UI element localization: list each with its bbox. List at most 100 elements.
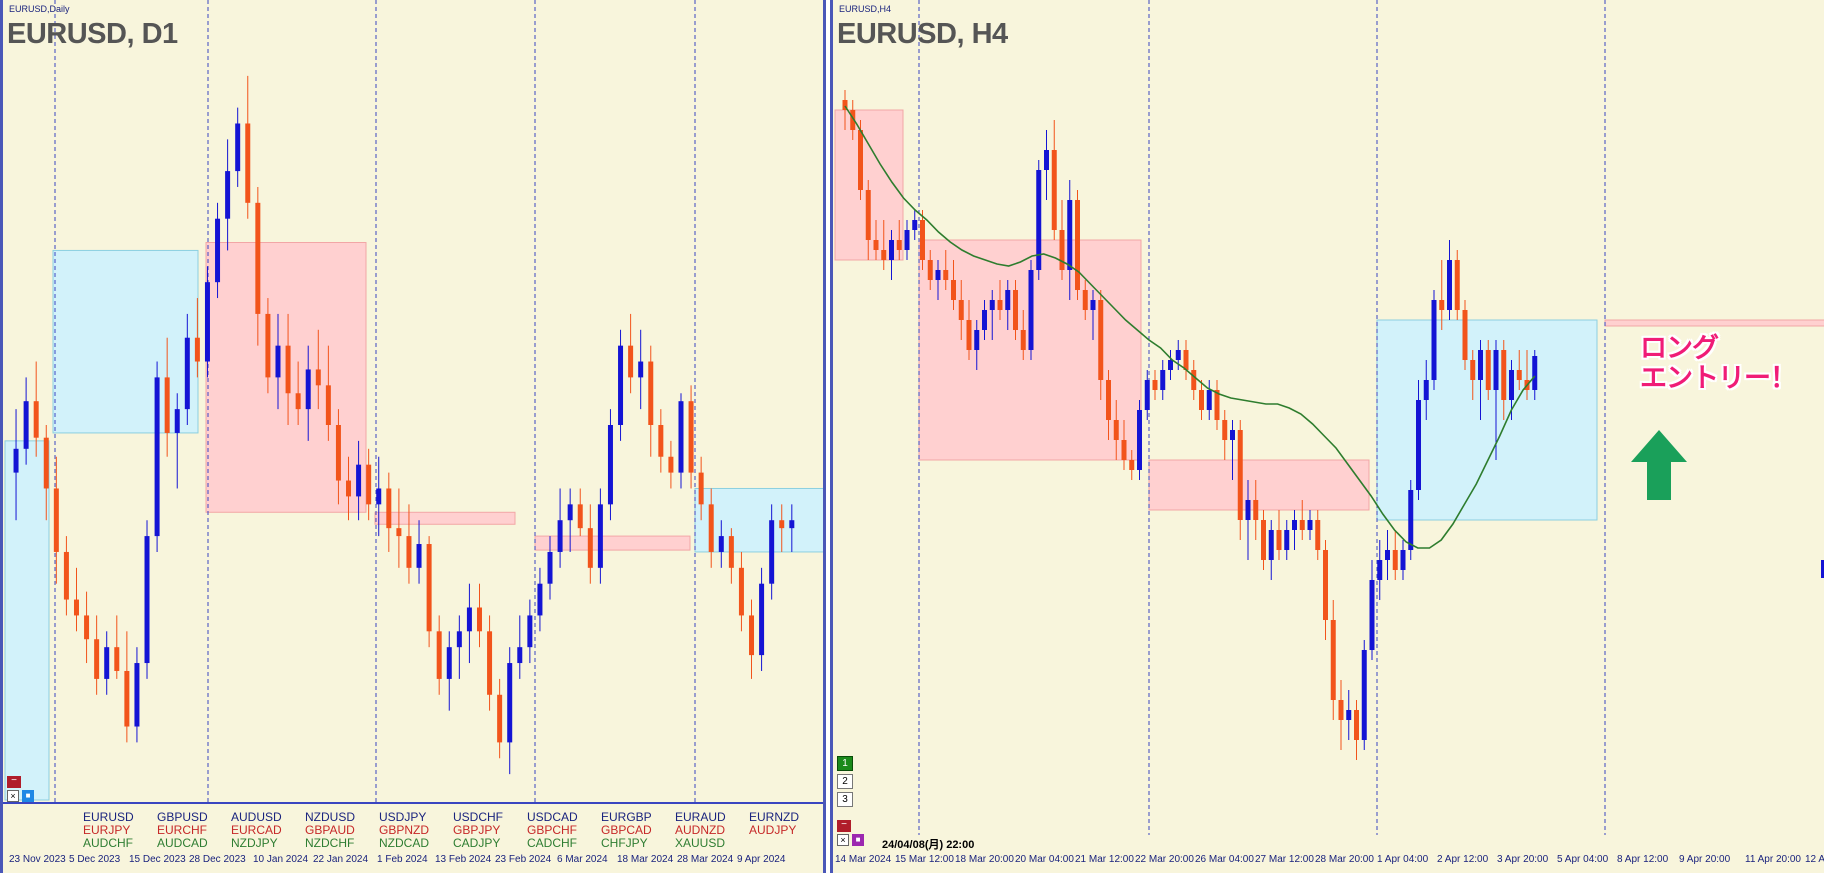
daily-candle xyxy=(507,647,513,775)
h4-candle xyxy=(1284,520,1290,560)
daily-candle xyxy=(33,361,39,457)
h4-candle-body xyxy=(1470,360,1476,380)
h4-candle-body xyxy=(1137,410,1142,470)
h4-candle-body xyxy=(1315,520,1321,550)
daily-candle xyxy=(416,520,422,584)
h4-x-label: 27 Mar 12:00 xyxy=(1255,854,1314,865)
daily-candle xyxy=(648,345,654,457)
daily-candle xyxy=(53,456,59,584)
close-icon[interactable]: × xyxy=(7,790,19,802)
daily-candle xyxy=(708,488,714,568)
h4-candle xyxy=(1354,700,1359,760)
daily-candle-body xyxy=(386,488,392,529)
h4-candle-body xyxy=(1090,300,1096,310)
daily-x-label: 9 Apr 2024 xyxy=(737,854,786,865)
daily-candle xyxy=(668,440,674,489)
h4-candle-body xyxy=(1206,390,1212,410)
close-icon[interactable]: × xyxy=(837,834,849,846)
h4-candle xyxy=(997,280,1003,320)
h4-candle xyxy=(1113,400,1119,460)
daily-candle-body xyxy=(517,647,523,664)
h4-candle xyxy=(865,180,871,260)
symbol-gbpaud: GBPAUD xyxy=(305,823,355,837)
h4-candle-body xyxy=(943,270,949,280)
daily-candle xyxy=(245,75,251,219)
daily-candle xyxy=(366,448,372,521)
h4-candle xyxy=(1439,260,1445,330)
daily-candle-body xyxy=(638,361,644,378)
long-entry-annotation: ロング エントリー！ xyxy=(1640,333,1797,393)
daily-candle-body xyxy=(84,615,90,640)
symbol-gbpcad: GBPCAD xyxy=(601,823,652,837)
daily-candle-body xyxy=(577,504,583,529)
pink-zone-4 xyxy=(1604,319,1824,327)
maximize-button[interactable]: ■ xyxy=(22,790,34,802)
daily-candle xyxy=(466,583,472,664)
daily-candle-body xyxy=(476,607,482,632)
daily-x-label: 10 Jan 2024 xyxy=(253,854,308,865)
symbol-eurnzd: EURNZD xyxy=(749,810,799,824)
daily-candle xyxy=(779,504,785,552)
daily-chart-title: EURUSD, D1 xyxy=(7,18,178,50)
annotation-line-2: エントリー！ xyxy=(1640,363,1797,393)
daily-candle-body xyxy=(698,472,704,505)
daily-chart-tab[interactable]: EURUSD,Daily xyxy=(9,4,70,14)
h4-candle-body xyxy=(1183,350,1189,370)
h4-candle xyxy=(1385,530,1390,580)
daily-candle-body xyxy=(618,345,624,425)
pink-zone-3 xyxy=(1148,459,1370,511)
h4-candle-body xyxy=(1191,370,1197,390)
timeframe-button-3[interactable]: 3 xyxy=(837,792,853,807)
h4-candle xyxy=(982,300,987,340)
h4-candle-body xyxy=(1013,290,1018,330)
minimize-button[interactable]: − xyxy=(7,776,21,788)
daily-candle-body xyxy=(164,377,170,433)
h4-x-label: 20 Mar 04:00 xyxy=(1015,854,1074,865)
h4-candle-body xyxy=(1051,150,1057,230)
daily-candle xyxy=(537,567,543,632)
h4-chart-panel[interactable]: 14 Mar 2024 15 Mar 12:00 18 Mar 20:00 20 Ma… xyxy=(830,0,1824,873)
daily-candle xyxy=(759,567,765,671)
h4-candle-body xyxy=(1385,550,1390,560)
maximize-button[interactable]: ■ xyxy=(852,834,864,846)
daily-chart-panel[interactable]: EURUSD EURJPY AUDCHF GBPUSD EURCHF AUDCAD AUDU… xyxy=(0,0,826,873)
h4-candle-body xyxy=(1346,710,1352,720)
h4-candle xyxy=(1028,260,1034,360)
daily-candle xyxy=(94,615,100,695)
h4-candle-body xyxy=(1144,380,1150,410)
pink-zone-3 xyxy=(534,535,691,551)
daily-candle xyxy=(376,456,382,537)
h4-candle-body xyxy=(1478,350,1483,380)
daily-candle xyxy=(73,567,79,632)
minimize-button[interactable]: − xyxy=(837,820,851,832)
daily-candle xyxy=(235,107,241,187)
h4-candle-body xyxy=(1020,330,1026,350)
daily-candle-body xyxy=(567,504,573,521)
h4-chart-canvas[interactable]: 14 Mar 2024 15 Mar 12:00 18 Mar 20:00 20 Ma… xyxy=(833,0,1824,873)
h4-candle xyxy=(1485,340,1491,400)
daily-candle-body xyxy=(174,409,180,433)
daily-candle xyxy=(638,329,644,410)
h4-chart-tab[interactable]: EURUSD,H4 xyxy=(839,4,892,14)
daily-candle xyxy=(789,504,795,552)
h4-candle xyxy=(850,100,856,140)
h4-x-label: 15 Mar 12:00 xyxy=(895,854,954,865)
h4-candle xyxy=(1152,370,1158,400)
h4-candle xyxy=(1361,640,1367,750)
h4-candle-body xyxy=(958,300,964,320)
daily-candle-body xyxy=(537,583,543,616)
h4-candle xyxy=(1462,300,1468,370)
timeframe-button-1[interactable]: 1 xyxy=(837,756,853,771)
h4-candle xyxy=(1137,400,1142,480)
daily-candle xyxy=(275,313,281,410)
daily-candle xyxy=(174,393,180,489)
h4-candle xyxy=(1059,200,1065,280)
h4-candle xyxy=(1292,510,1297,550)
h4-candle xyxy=(1230,420,1235,480)
h4-candle-body xyxy=(1106,380,1111,420)
daily-candle-body xyxy=(718,536,724,552)
h4-candle xyxy=(1299,500,1305,540)
timeframe-button-2[interactable]: 2 xyxy=(837,774,853,789)
daily-candle-body xyxy=(658,425,664,457)
